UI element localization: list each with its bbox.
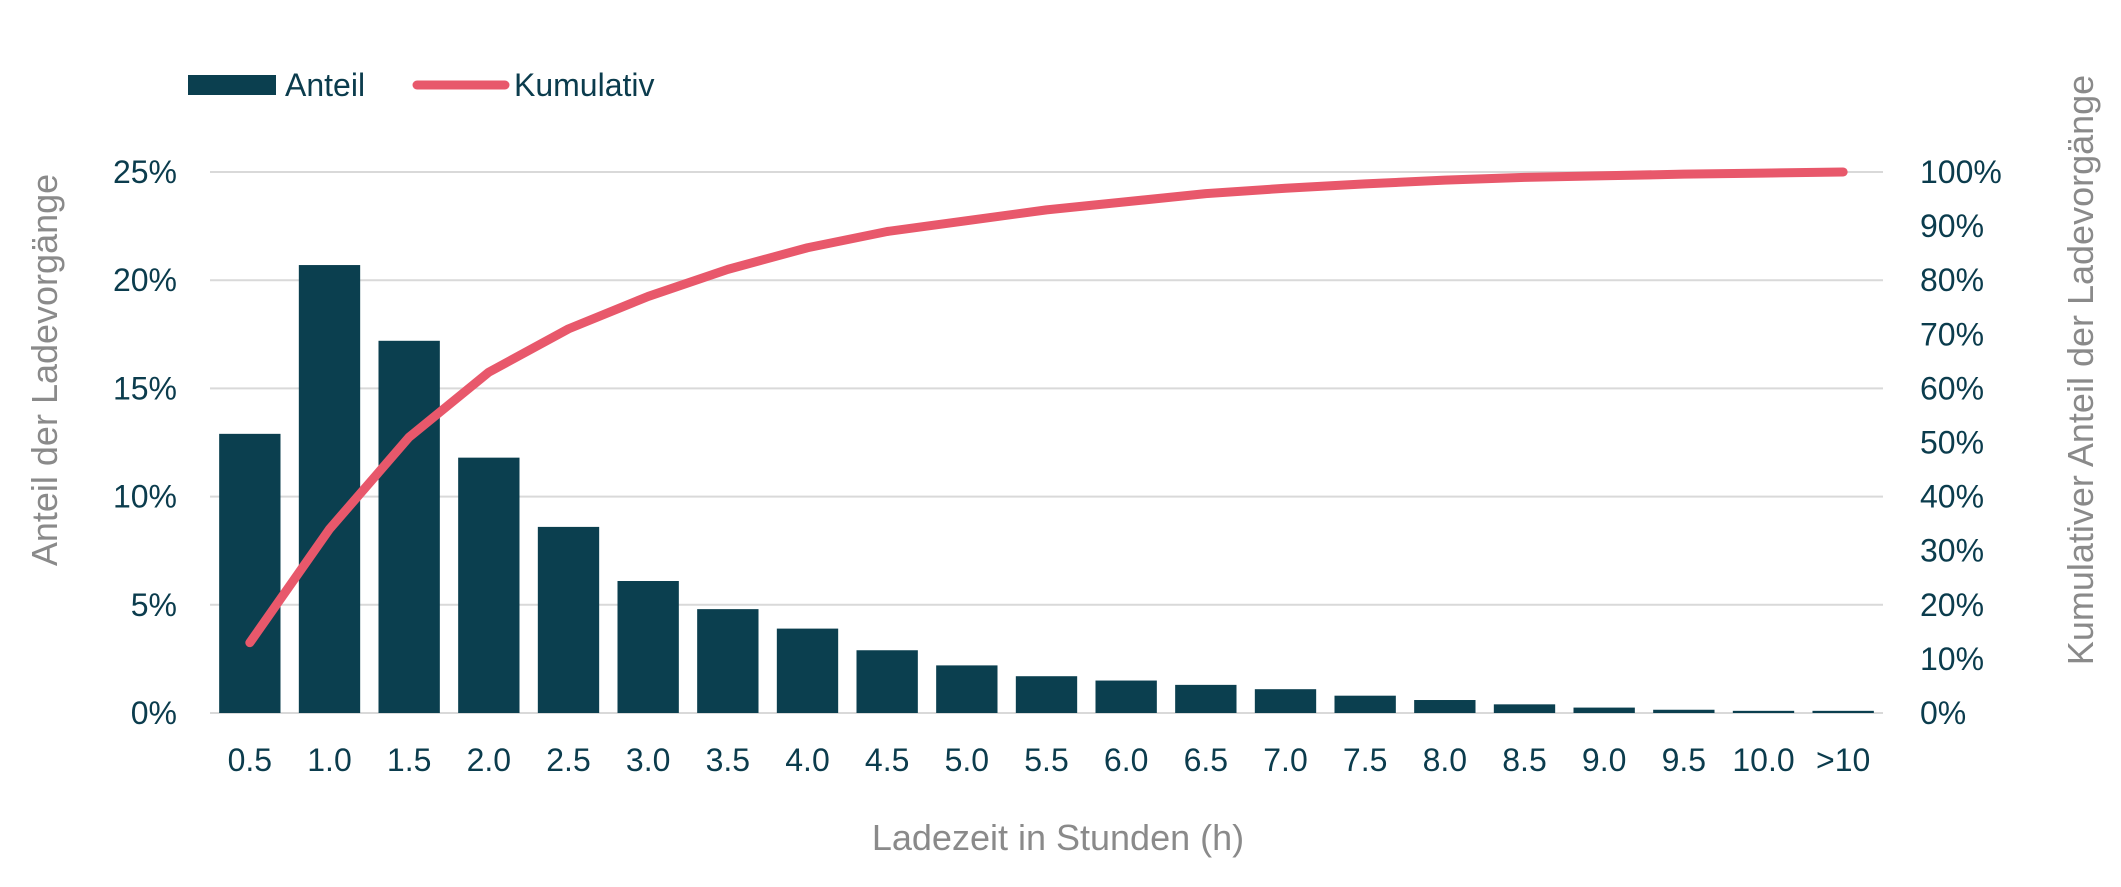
bar <box>1015 676 1078 713</box>
bar <box>537 526 600 713</box>
y2-tick-label: 60% <box>1920 370 1984 406</box>
bar <box>1254 689 1317 713</box>
x-tick-label: 2.0 <box>467 742 511 778</box>
x-axis-ticks: 0.5 1.0 1.5 2.0 2.5 3.0 3.5 4.0 4.5 5.0 5.5 6.0 6.5 7… <box>228 742 1871 778</box>
y-tick-label: 5% <box>131 587 177 623</box>
line-series <box>245 167 1848 648</box>
cumulative-point <box>1444 179 1446 181</box>
bar <box>1812 710 1874 713</box>
legend-label-kumulativ: Kumulativ <box>514 67 655 103</box>
cumulative-point <box>647 295 649 297</box>
bar <box>1334 695 1396 713</box>
y2-tick-label: 50% <box>1920 425 1984 461</box>
bar <box>1573 707 1635 713</box>
y2-tick-label: 30% <box>1920 533 1984 569</box>
y2-tick-label: 70% <box>1920 316 1984 352</box>
y2-tick-label: 80% <box>1920 262 1984 298</box>
cumulative-point <box>329 528 330 530</box>
y-axis-title: Anteil der Ladevorgänge <box>24 174 65 566</box>
cumulative-point <box>249 642 251 644</box>
x-tick-label: 10.0 <box>1732 742 1794 778</box>
y-tick-label: 20% <box>113 262 177 298</box>
bar <box>1653 709 1715 713</box>
legend-swatch-anteil <box>188 75 276 95</box>
x-tick-label: 1.5 <box>387 742 431 778</box>
bar <box>1175 684 1237 713</box>
bar <box>298 265 361 713</box>
x-tick-label: 9.5 <box>1662 742 1706 778</box>
cumulative-point <box>408 436 410 438</box>
x-tick-label: 4.5 <box>865 742 909 778</box>
cumulative-point <box>1205 193 1207 195</box>
cumulative-point <box>488 371 490 373</box>
y2-tick-label: 90% <box>1920 208 1984 244</box>
cumulative-point <box>1364 183 1366 185</box>
cumulative-point <box>1842 171 1844 173</box>
cumulative-point <box>1285 187 1286 189</box>
x-tick-label: 3.5 <box>706 742 750 778</box>
cumulative-point <box>807 247 808 249</box>
cumulative-point <box>1125 201 1127 203</box>
bar <box>856 650 918 713</box>
y2-tick-label: 100% <box>1920 154 2002 190</box>
y2-tick-label: 20% <box>1920 587 1984 623</box>
y-tick-label: 0% <box>131 695 177 731</box>
y-axis-ticks: 0% 5% 10% 15% 20% 25% <box>113 154 177 731</box>
cumulative-point <box>1524 176 1525 178</box>
bar <box>1493 704 1556 713</box>
x-axis-title: Ladezeit in Stunden (h) <box>872 817 1244 858</box>
bar-series <box>219 265 1874 713</box>
cumulative-point <box>1763 172 1764 174</box>
x-tick-label: 5.5 <box>1024 742 1068 778</box>
cumulative-point <box>568 328 569 330</box>
x-tick-label: 4.0 <box>785 742 829 778</box>
bar <box>697 609 759 713</box>
x-tick-label: 7.0 <box>1263 742 1307 778</box>
x-tick-label: 0.5 <box>228 742 272 778</box>
bar <box>378 340 440 713</box>
bar <box>776 628 839 713</box>
x-tick-label: 9.0 <box>1582 742 1626 778</box>
x-tick-label: 3.0 <box>626 742 670 778</box>
y-tick-label: 25% <box>113 154 177 190</box>
y2-axis-ticks: 0% 10% 20% 30% 40% 50% 60% 70% 80% 90% 100% <box>1920 154 2002 731</box>
x-tick-label: 2.5 <box>546 742 590 778</box>
bar <box>617 580 679 713</box>
cumulative-point <box>966 220 968 222</box>
x-tick-label: 6.0 <box>1104 742 1148 778</box>
bar <box>1095 680 1157 713</box>
bar <box>458 457 520 713</box>
y2-tick-label: 40% <box>1920 479 1984 515</box>
cumulative-point <box>1603 175 1605 177</box>
y-tick-label: 15% <box>113 370 177 406</box>
legend: Anteil Kumulativ <box>188 67 655 103</box>
x-tick-label: 8.0 <box>1423 742 1467 778</box>
cumulative-point <box>727 268 729 270</box>
legend-label-anteil: Anteil <box>285 67 365 103</box>
x-tick-label: 8.5 <box>1502 742 1546 778</box>
y2-axis-title: Kumulativer Anteil der Ladevorgänge <box>2060 75 2101 665</box>
x-tick-label: >10 <box>1816 742 1870 778</box>
cumulative-point <box>886 231 888 233</box>
cumulative-point <box>1046 209 1047 211</box>
bar <box>1414 700 1476 713</box>
x-tick-label: 7.5 <box>1343 742 1387 778</box>
bar <box>1732 710 1795 713</box>
x-tick-label: 1.0 <box>307 742 351 778</box>
x-tick-label: 5.0 <box>945 742 989 778</box>
y2-tick-label: 10% <box>1920 641 1984 677</box>
x-tick-label: 6.5 <box>1184 742 1228 778</box>
bar <box>219 433 281 713</box>
y-tick-label: 10% <box>113 479 177 515</box>
bar <box>936 665 998 713</box>
y2-tick-label: 0% <box>1920 695 1966 731</box>
cumulative-point <box>1683 173 1685 175</box>
